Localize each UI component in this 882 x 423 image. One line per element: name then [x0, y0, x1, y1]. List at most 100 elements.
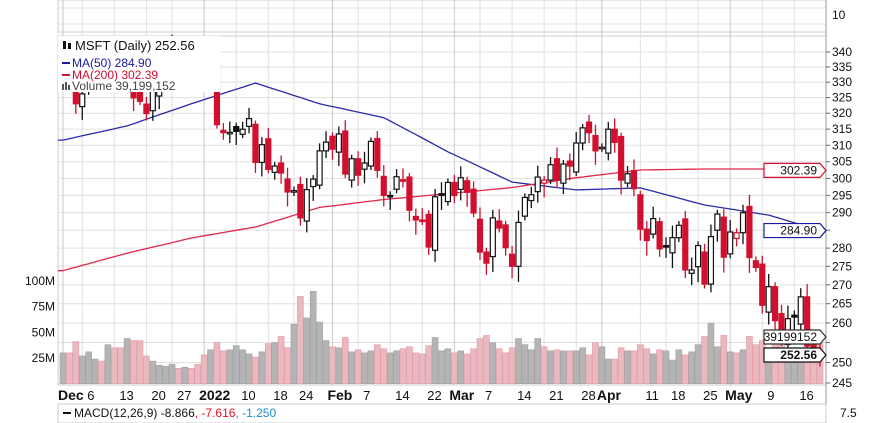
candle-body: [739, 212, 747, 234]
legend-ma200: MA(200) 302.39: [72, 68, 158, 82]
volume-bar: [611, 358, 619, 385]
volume-bar: [329, 346, 336, 384]
candle-body: [387, 194, 394, 198]
candle-body: [431, 196, 439, 251]
volume-bar: [194, 363, 202, 385]
candle-body: [515, 221, 522, 267]
volume-bars: [59, 290, 824, 385]
date-label: May: [725, 387, 752, 403]
macd-panel: MACD(12,26,9) -8.866, -7.616, -1.250 7.5: [57, 403, 857, 423]
candle-body: [727, 231, 734, 255]
candle-body: [438, 193, 445, 196]
candle-body: [149, 89, 156, 112]
candle: [483, 247, 490, 275]
volume-marker-box: [763, 329, 827, 345]
candle: [656, 217, 663, 257]
volume-bar: [309, 290, 317, 384]
candle: [528, 186, 535, 209]
candle-body: [136, 91, 144, 102]
price-axis-label: 305: [832, 155, 852, 169]
candle: [560, 160, 567, 195]
candle-body: [669, 237, 676, 254]
macd-values: MACD(12,26,9) -8.866, -7.616, -1.250: [74, 406, 276, 420]
candle: [771, 282, 779, 338]
candle-body: [656, 221, 663, 250]
macd-swatch: [63, 412, 71, 414]
price-axis-label: 245: [832, 376, 852, 390]
date-label: 2022: [199, 387, 230, 403]
candle: [226, 121, 233, 144]
volume-bar: [117, 347, 125, 385]
ma200-marker-box: [763, 162, 827, 178]
candle: [245, 107, 253, 134]
candle: [695, 241, 702, 283]
candle-body: [464, 180, 471, 193]
volume-bar: [791, 359, 798, 385]
candle-body: [611, 128, 618, 143]
volume-bar: [746, 336, 753, 385]
volume-bar: [406, 346, 413, 384]
volume-bar: [361, 352, 368, 385]
volume-bar: [675, 349, 683, 384]
candle: [322, 131, 330, 159]
candle-body: [310, 178, 317, 188]
volume-bar: [264, 343, 272, 385]
candle-body: [476, 218, 484, 253]
date-label: 7: [363, 388, 370, 403]
date-label: 20: [151, 388, 165, 403]
ma200-line: [58, 168, 821, 272]
moving-averages: [58, 82, 821, 272]
candle-body: [425, 213, 432, 248]
candle-body: [489, 217, 496, 258]
candle-body: [252, 123, 259, 163]
candle: [553, 147, 561, 188]
candle-body: [573, 142, 580, 173]
candle-body: [265, 138, 272, 170]
macd-axis-label: 7.5: [840, 406, 857, 420]
candle: [592, 124, 599, 165]
candle-body: [239, 128, 246, 135]
volume-bar: [502, 352, 509, 385]
candle-body: [707, 236, 715, 285]
volume-bar: [213, 342, 221, 384]
upper-panel: [57, 0, 827, 33]
volume-bar: [457, 350, 465, 384]
date-label: 14: [517, 388, 531, 403]
candle: [419, 208, 426, 225]
volume-bar: [341, 337, 349, 384]
volume-bar: [277, 336, 285, 385]
candle: [265, 127, 272, 174]
candle: [579, 124, 586, 151]
candle: [791, 310, 798, 330]
volume-bar: [752, 344, 760, 385]
volume-bar: [463, 353, 471, 384]
candle: [733, 228, 740, 247]
volume-bar: [354, 349, 362, 384]
volume-bar: [521, 344, 529, 385]
candle-body: [483, 251, 490, 264]
candle-body: [752, 260, 759, 268]
volume-bar: [547, 350, 554, 384]
volume-bar: [495, 348, 503, 385]
candle: [431, 188, 439, 262]
date-label: Feb: [327, 387, 352, 403]
volume-bar: [540, 346, 548, 384]
volume-bar: [714, 346, 721, 384]
candle-body: [329, 135, 336, 150]
candle-body: [457, 177, 464, 191]
candle-body: [585, 121, 593, 134]
candle: [643, 221, 650, 256]
candle-body: [759, 263, 766, 306]
candle-body: [496, 220, 503, 229]
volume-bar: [252, 356, 259, 384]
volume-bar: [367, 350, 375, 384]
date-label: 22: [427, 388, 441, 403]
volume-bar: [258, 351, 266, 385]
date-label: 7: [485, 388, 492, 403]
volume-axis-label: 100M: [25, 274, 55, 288]
candle-body: [278, 162, 285, 174]
candle-body: [342, 130, 349, 175]
axes: Dec 6 13 20 27 2022 10 18 24 Feb 7 14 22 Mar 7 14 21 28 Ap…: [25, 0, 852, 423]
volume-bar: [59, 352, 67, 385]
volume-bar: [425, 345, 432, 384]
